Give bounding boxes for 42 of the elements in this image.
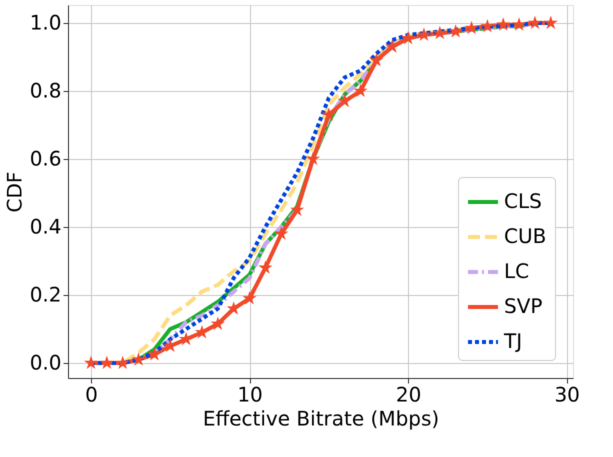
point (528, 16, 542, 30)
x-tick-label: 10 (237, 382, 263, 406)
point (274, 226, 288, 240)
point (432, 26, 447, 40)
point (544, 16, 558, 30)
y-tick-label: 0.8 (30, 78, 62, 103)
y-tick-label: 1.0 (30, 10, 62, 35)
point (290, 202, 304, 216)
y-tick-label: 0.4 (30, 214, 62, 239)
legend-label: SVP (504, 294, 542, 318)
point (84, 356, 98, 370)
point (210, 316, 225, 330)
legend-label: CUB (504, 224, 546, 248)
point (132, 352, 146, 366)
x-tick-label: 0 (85, 382, 98, 406)
point (353, 84, 368, 98)
point (258, 260, 272, 274)
point (464, 20, 479, 34)
legend-label: LC (504, 259, 530, 283)
x-tick-label: 30 (554, 382, 580, 406)
y-axis-title: CDF (2, 172, 27, 212)
point (401, 30, 416, 44)
point (100, 356, 114, 370)
point (448, 24, 463, 38)
point (322, 107, 336, 121)
legend-label: TJ (503, 329, 522, 353)
point (369, 53, 384, 66)
y-tick-label: 0.2 (30, 282, 62, 307)
point (338, 94, 352, 108)
y-tick-label: 0.0 (30, 350, 62, 375)
point (480, 19, 494, 32)
y-tick-label: 0.6 (30, 146, 62, 171)
x-axis-title: Effective Bitrate (Mbps) (202, 406, 440, 430)
point (242, 291, 257, 304)
legend-label: CLS (504, 189, 542, 213)
point (116, 356, 130, 370)
point (512, 17, 526, 31)
point (416, 28, 432, 41)
x-tick-label: 20 (396, 382, 422, 406)
point (496, 17, 510, 31)
point (306, 152, 320, 166)
point (226, 301, 241, 315)
